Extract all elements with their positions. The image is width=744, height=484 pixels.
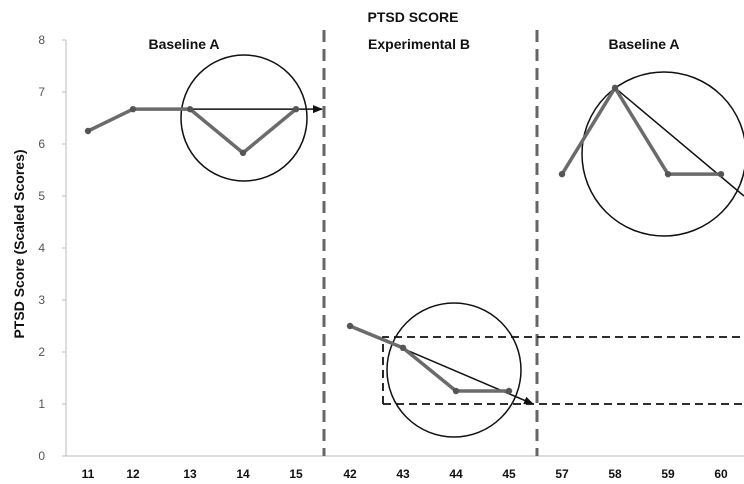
x-tick-label: 11 — [82, 467, 95, 481]
data-point — [611, 84, 619, 92]
annotation-circle — [180, 54, 308, 182]
data-point — [664, 170, 672, 178]
phase-labels: Baseline A Experimental B Baseline A — [148, 36, 679, 52]
phase-label: Baseline A — [148, 36, 219, 52]
series-line — [86, 107, 298, 155]
data-point — [186, 105, 194, 113]
y-tick-label: 3 — [38, 293, 45, 307]
data-point — [399, 344, 407, 352]
x-tick-label: 45 — [502, 467, 516, 481]
y-tick-label: 1 — [38, 397, 45, 411]
chart-title: PTSD SCORE — [367, 9, 458, 25]
data-point — [717, 170, 725, 178]
annotation-circle — [386, 302, 522, 438]
y-tick-label: 7 — [38, 85, 45, 99]
x-tick-label: 57 — [555, 467, 569, 481]
dashed-range-box — [382, 336, 744, 404]
y-ticks: 0 1 2 3 4 5 6 7 8 — [38, 33, 66, 463]
phase-dividers — [322, 30, 539, 456]
x-tick-label: 15 — [289, 467, 303, 481]
x-tick-label: 59 — [661, 467, 675, 481]
y-tick-label: 5 — [38, 189, 45, 203]
data-point — [239, 149, 247, 157]
data-point — [505, 387, 513, 395]
series-line — [560, 86, 723, 176]
axes — [65, 40, 744, 457]
y-tick-label: 6 — [38, 137, 45, 151]
x-tick-label: 13 — [183, 467, 197, 481]
x-tick-label: 44 — [449, 467, 463, 481]
data-point — [129, 105, 137, 113]
phase-label: Experimental B — [368, 36, 470, 52]
y-tick-label: 0 — [38, 449, 45, 463]
trend-arrow — [614, 87, 744, 197]
x-tick-label: 14 — [236, 467, 250, 481]
series — [84, 84, 725, 395]
data-point — [346, 322, 354, 330]
x-tick-label: 43 — [396, 467, 410, 481]
x-tick-label: 12 — [126, 467, 140, 481]
x-tick-label: 60 — [714, 467, 728, 481]
y-tick-label: 4 — [38, 241, 45, 255]
data-point — [292, 105, 300, 113]
data-point — [452, 387, 460, 395]
x-tick-label: 58 — [608, 467, 622, 481]
data-point — [558, 170, 566, 178]
data-point — [84, 127, 92, 135]
phase-label: Baseline A — [608, 36, 679, 52]
annotations — [180, 54, 744, 438]
x-tick-label: 42 — [343, 467, 357, 481]
x-ticks: 11 12 13 14 15 42 43 44 45 57 58 59 60 — [82, 467, 728, 481]
y-tick-label: 2 — [38, 345, 45, 359]
y-axis-label: PTSD Score (Scaled Scores) — [11, 149, 27, 338]
y-tick-label: 8 — [38, 33, 45, 47]
annotation-circle — [581, 71, 744, 237]
series-line — [348, 324, 511, 393]
